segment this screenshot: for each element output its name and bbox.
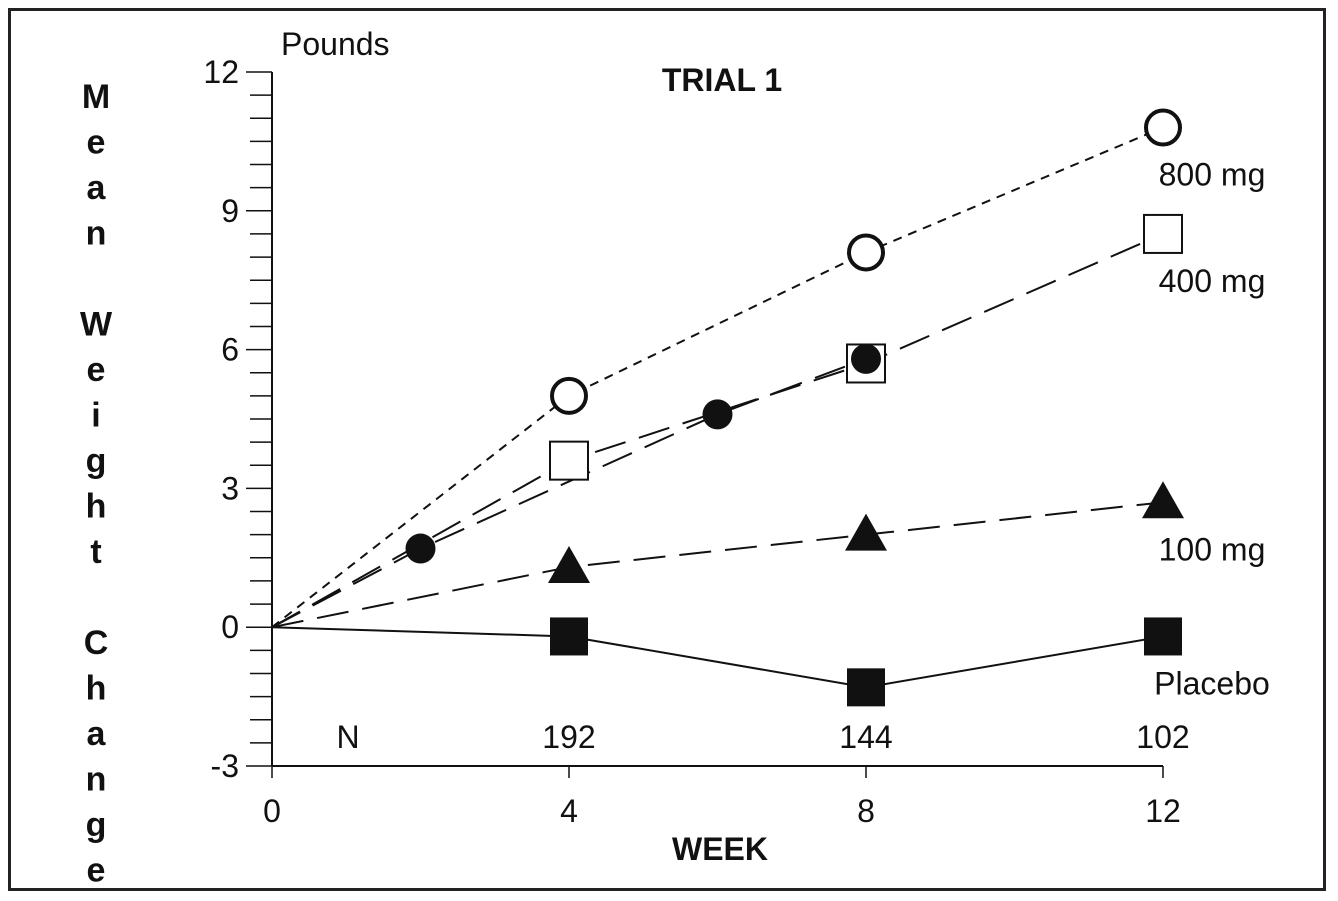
x-tick-label: 4 — [560, 793, 578, 829]
y-axis-label-letter: a — [87, 169, 107, 207]
y-axis-label-letter: M — [82, 78, 110, 116]
series-line — [272, 627, 1163, 687]
data-point — [548, 546, 590, 583]
y-axis-label-letter: h — [86, 670, 107, 708]
y-axis-label-letter: g — [86, 442, 107, 480]
n-value: 102 — [1136, 719, 1189, 755]
series-markers — [406, 111, 1185, 707]
y-axis-label-letter: e — [87, 351, 106, 389]
y-axis-label-letter: g — [86, 806, 107, 844]
series-label: 100 mg — [1159, 531, 1266, 567]
y-tick-label: 12 — [203, 54, 239, 90]
data-point — [1142, 481, 1184, 518]
y-tick-label: -3 — [211, 748, 239, 784]
y-axis-label-letter: W — [80, 306, 113, 344]
y-tick-label: 3 — [221, 470, 239, 506]
y-axis-label-letter: a — [87, 715, 107, 753]
n-value: 144 — [839, 719, 892, 755]
y-axis-label-letter: n — [86, 761, 107, 799]
data-point — [406, 534, 436, 564]
x-tick-label: 12 — [1145, 793, 1181, 829]
data-point — [847, 668, 885, 706]
data-point — [849, 235, 883, 269]
x-tick-label: 8 — [857, 793, 875, 829]
y-axis-label-letter: i — [91, 397, 100, 435]
y-tick-label: 9 — [221, 193, 239, 229]
data-point — [550, 442, 588, 480]
chart-title: TRIAL 1 — [662, 62, 782, 98]
y-axis-label-letter: t — [90, 533, 101, 571]
series-label: 800 mg — [1159, 157, 1266, 193]
n-value: 192 — [542, 719, 595, 755]
n-row: N 192 144 102 — [336, 719, 1189, 755]
y-tick-label: 0 — [221, 609, 239, 645]
series-label: 400 mg — [1159, 263, 1266, 299]
data-point — [1144, 215, 1182, 253]
n-label: N — [336, 719, 359, 755]
axes: -3 0 3 6 9 12 0 4 8 12 — [203, 54, 1180, 829]
x-tick-label: 0 — [263, 793, 281, 829]
y-tick-label: 6 — [221, 332, 239, 368]
data-point — [552, 379, 586, 413]
x-axis-label: WEEK — [672, 831, 768, 867]
y-axis-label-letter: e — [87, 852, 106, 890]
y-axis-label-letter: n — [86, 215, 107, 253]
y-axis-label-letter: h — [86, 488, 107, 526]
y-axis-label-letter: C — [84, 624, 109, 662]
data-point — [1144, 617, 1182, 655]
series-line — [272, 234, 1163, 627]
data-point — [550, 617, 588, 655]
series-line — [272, 502, 1163, 627]
series-label: Placebo — [1154, 665, 1270, 701]
y-axis-unit: Pounds — [281, 26, 390, 62]
y-axis-label-letter: e — [87, 124, 106, 162]
data-point — [1146, 111, 1180, 145]
data-point — [851, 344, 881, 374]
data-point — [703, 399, 733, 429]
